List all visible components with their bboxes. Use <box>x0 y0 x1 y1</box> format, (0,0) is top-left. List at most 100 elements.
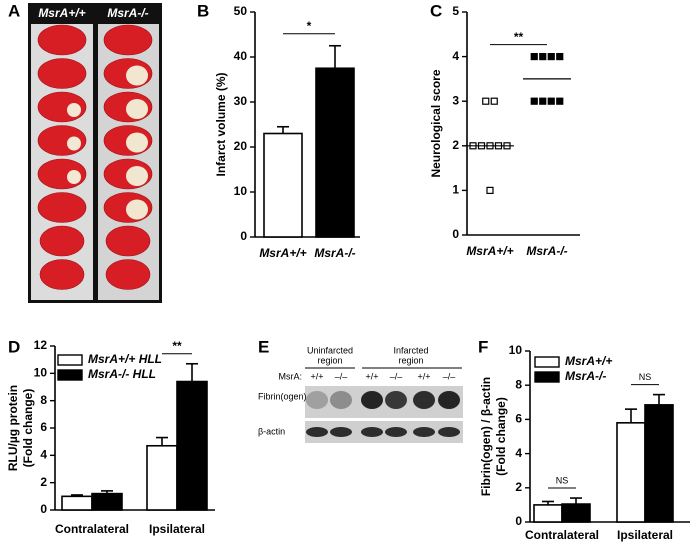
panel-label: C <box>430 1 442 20</box>
x-tick-label: MsrA-/- <box>314 246 355 260</box>
brain-slice <box>105 259 151 290</box>
bar <box>91 492 123 511</box>
significance-label: NS <box>556 475 569 485</box>
y-tick-label: 3 <box>452 93 459 107</box>
blot-band <box>438 427 460 437</box>
significance-label: NS <box>639 372 652 382</box>
x-tick-label: Ipsilateral <box>617 528 673 542</box>
y-tick-label: 0 <box>452 227 459 241</box>
y-axis-label: Infarct volume (%) <box>214 72 228 176</box>
y-tick-label: 5 <box>452 4 459 18</box>
infarct-area <box>126 132 148 153</box>
brain-slice <box>37 192 87 223</box>
y-tick-label: 4 <box>452 49 459 63</box>
group-label: Uninfarcted <box>307 345 353 355</box>
dot <box>539 52 547 61</box>
bar <box>146 444 178 511</box>
infarct-area <box>67 103 81 117</box>
y-tick-label: 6 <box>40 420 47 434</box>
band-label: β-actin <box>258 426 285 436</box>
y-axis-label: RLU/µg protein <box>6 385 20 471</box>
row-label: MsrA: <box>279 371 303 381</box>
panel-label: B <box>197 1 209 20</box>
y-axis-label: Neurological score <box>429 69 443 177</box>
y-tick-label: 8 <box>515 377 522 391</box>
brain-slice <box>37 24 87 56</box>
y-tick-label: 2 <box>515 480 522 494</box>
bar <box>644 404 674 523</box>
y-tick-label: 0 <box>40 502 47 516</box>
blot-band <box>361 391 383 409</box>
infarct-area <box>126 65 148 86</box>
y-tick-label: 8 <box>40 393 47 407</box>
y-tick-label: 30 <box>234 94 248 108</box>
blot-band <box>361 427 383 437</box>
y-tick-label: 6 <box>515 412 522 426</box>
y-tick-label: 2 <box>452 138 459 152</box>
significance-label: ** <box>514 30 524 44</box>
bar <box>616 422 646 523</box>
x-tick-label: MsrA-/- <box>526 244 567 258</box>
column-label: MsrA+/+ <box>38 6 85 20</box>
dot <box>556 97 564 105</box>
dot <box>482 97 490 105</box>
band-label: Fibrin(ogen) <box>258 391 307 401</box>
blot-band <box>413 391 435 409</box>
legend-label: MsrA+/+ HLL <box>88 352 162 366</box>
y-tick-label: 40 <box>234 49 248 63</box>
dot <box>539 97 547 105</box>
legend-swatch <box>534 371 560 383</box>
lane-label: –/– <box>443 371 456 381</box>
significance-label: ** <box>172 339 182 353</box>
y-tick-label: 4 <box>515 446 522 460</box>
y-tick-label: 4 <box>40 448 47 462</box>
lane-label: +/+ <box>417 371 430 381</box>
y-tick-label: 10 <box>234 184 248 198</box>
y-axis-label: (Fold change) <box>494 397 508 476</box>
dot <box>530 97 538 105</box>
y-tick-label: 1 <box>452 183 459 197</box>
legend-swatch <box>57 354 83 366</box>
dot <box>530 52 538 61</box>
dot <box>490 97 498 105</box>
y-axis-label: Fibrin(ogen) / β-actin <box>479 377 493 496</box>
group-label: region <box>317 355 342 365</box>
panel-label: F <box>478 337 488 356</box>
y-tick-label: 10 <box>34 366 48 380</box>
group-label: region <box>398 355 423 365</box>
blot-band <box>330 391 352 409</box>
y-tick-label: 0 <box>240 229 247 243</box>
blot-band <box>306 391 328 409</box>
bar <box>315 67 355 238</box>
group-label: Infarcted <box>393 345 428 355</box>
dot <box>486 186 494 194</box>
infarct-area <box>67 170 81 184</box>
blot-band <box>385 427 407 437</box>
bar <box>263 132 303 238</box>
significance-label: * <box>307 19 312 33</box>
brain-slice <box>103 24 153 56</box>
blot-band <box>306 427 328 437</box>
bar <box>176 380 208 511</box>
lane-label: –/– <box>335 371 348 381</box>
lane-label: –/– <box>390 371 403 381</box>
x-tick-label: MsrA+/+ <box>466 244 513 258</box>
bar <box>561 503 591 523</box>
x-tick-label: Ipsilateral <box>149 522 205 536</box>
legend-swatch <box>57 369 83 381</box>
panel-label: A <box>8 1 20 20</box>
dot <box>556 52 564 61</box>
x-tick-label: Contralateral <box>525 528 599 542</box>
infarct-area <box>126 99 148 119</box>
x-tick-label: MsrA+/+ <box>259 246 306 260</box>
blot-actin <box>305 421 463 443</box>
infarct-area <box>126 199 148 220</box>
blot-band <box>413 427 435 437</box>
lane-label: +/+ <box>310 371 323 381</box>
brain-slice <box>39 225 85 257</box>
y-tick-label: 20 <box>234 139 248 153</box>
y-tick-label: 10 <box>509 343 523 357</box>
panel-a: A MsrA+/+ MsrA-/- <box>8 1 162 303</box>
blot-band <box>330 427 352 437</box>
